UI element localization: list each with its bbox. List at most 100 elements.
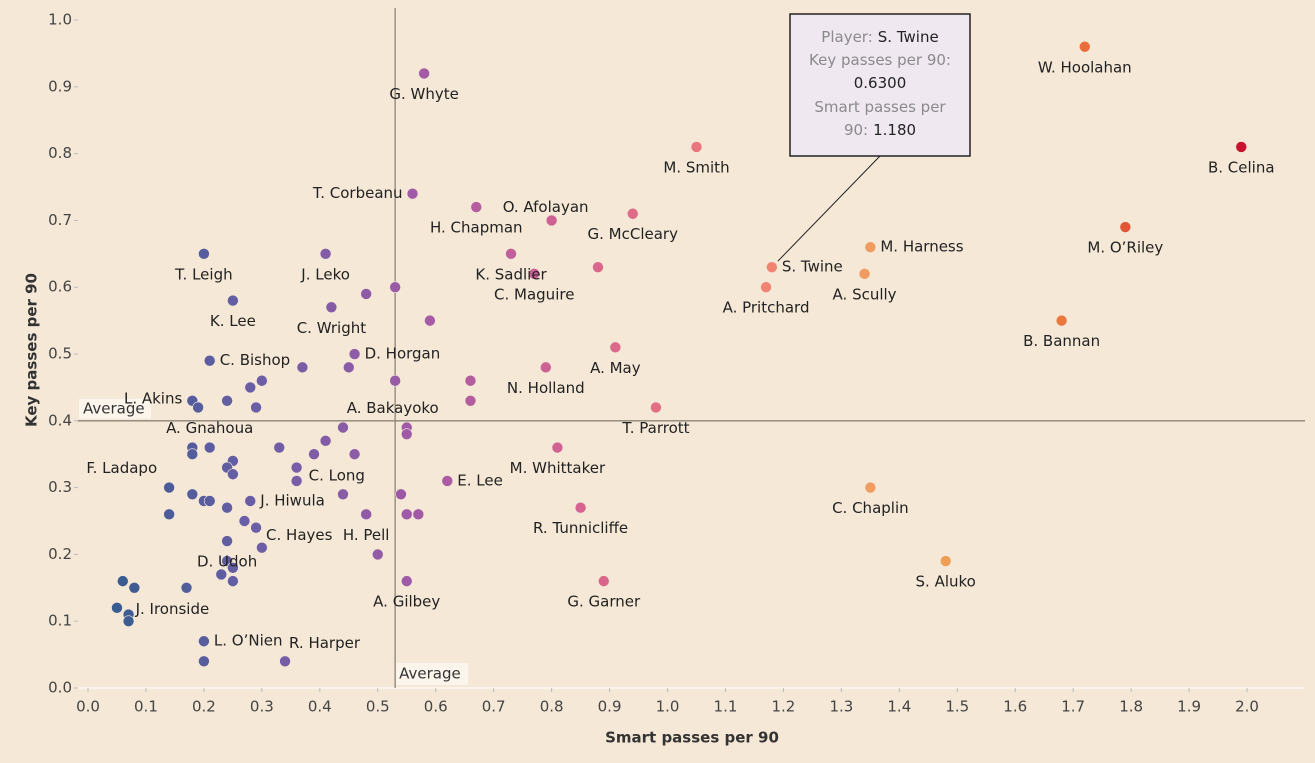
point-label: M. Harness bbox=[880, 238, 963, 256]
data-point bbox=[441, 475, 454, 487]
data-point bbox=[505, 248, 517, 260]
data-point bbox=[418, 67, 430, 80]
data-point bbox=[395, 488, 407, 501]
data-point bbox=[412, 508, 425, 521]
tooltip-text: 90: bbox=[844, 121, 868, 139]
x-tick-label: 1.6 bbox=[1003, 698, 1027, 716]
data-point bbox=[122, 615, 135, 628]
data-point bbox=[215, 568, 228, 581]
data-point bbox=[186, 448, 199, 461]
data-point bbox=[198, 248, 210, 260]
data-point bbox=[163, 508, 175, 521]
point-label: L. O’Nien bbox=[214, 632, 283, 650]
data-point bbox=[342, 361, 355, 374]
data-point bbox=[464, 394, 477, 407]
average-label-bg bbox=[79, 398, 151, 419]
data-point bbox=[424, 314, 436, 327]
data-point bbox=[690, 141, 703, 153]
point-label: N. Holland bbox=[507, 379, 585, 397]
data-point bbox=[400, 508, 413, 521]
data-point bbox=[858, 268, 871, 280]
tooltip-line: 90: 1.180 bbox=[844, 121, 916, 139]
data-point bbox=[244, 495, 257, 507]
tooltip-text: 0.6300 bbox=[854, 74, 907, 92]
data-point bbox=[551, 441, 564, 454]
y-tick-label: 0.4 bbox=[48, 411, 72, 429]
data-point bbox=[111, 602, 123, 614]
x-tick-label: 1.3 bbox=[829, 698, 853, 716]
tooltip-text: Player: bbox=[821, 28, 872, 46]
point-label: M. Smith bbox=[663, 158, 729, 176]
data-point bbox=[1078, 40, 1091, 53]
point-label: E. Lee bbox=[457, 471, 503, 489]
y-tick-label: 0.5 bbox=[48, 345, 72, 363]
point-label: F. Ladapo bbox=[86, 459, 157, 477]
data-point bbox=[244, 381, 257, 394]
point-label: T. Parrott bbox=[621, 419, 689, 437]
data-point bbox=[626, 207, 639, 220]
point-label: J. Ironside bbox=[135, 600, 210, 618]
x-tick-label: 0.0 bbox=[76, 698, 100, 716]
data-point bbox=[227, 575, 239, 587]
data-point bbox=[227, 561, 239, 574]
data-point bbox=[597, 575, 610, 587]
y-axis-title: Key passes per 90 bbox=[23, 273, 41, 427]
tooltip-line: 0.6300 bbox=[854, 74, 907, 92]
point-label: M. Whittaker bbox=[510, 459, 606, 477]
tooltip-line: Smart passes per bbox=[814, 98, 946, 116]
data-point bbox=[864, 241, 877, 253]
data-point bbox=[348, 348, 361, 360]
data-point bbox=[528, 268, 541, 280]
point-label: C. Long bbox=[309, 466, 365, 484]
x-tick-label: 1.1 bbox=[714, 698, 738, 716]
data-point bbox=[592, 261, 604, 273]
point-label: B. Celina bbox=[1208, 158, 1275, 176]
data-point bbox=[256, 374, 268, 387]
data-point bbox=[360, 508, 372, 521]
data-point bbox=[273, 441, 286, 454]
point-label: S. Aluko bbox=[916, 573, 976, 591]
point-label: C. Bishop bbox=[220, 351, 291, 369]
tooltip-text: 1.180 bbox=[873, 121, 916, 139]
data-point bbox=[116, 575, 129, 587]
data-point bbox=[348, 448, 361, 461]
point-label: H. Pell bbox=[343, 526, 390, 544]
point-label: A. Pritchard bbox=[723, 299, 810, 317]
data-point bbox=[221, 535, 233, 547]
data-point bbox=[939, 555, 952, 567]
data-point bbox=[406, 187, 419, 200]
point-label: O. Afolayan bbox=[503, 198, 589, 216]
data-point bbox=[290, 461, 303, 474]
data-point bbox=[296, 361, 309, 374]
point-label: H. Chapman bbox=[430, 219, 523, 237]
y-tick-label: 0.2 bbox=[48, 545, 72, 563]
data-point bbox=[609, 341, 622, 354]
x-tick-label: 0.2 bbox=[192, 698, 216, 716]
data-point bbox=[360, 288, 372, 300]
data-point bbox=[766, 261, 778, 273]
point-label: A. Scully bbox=[833, 285, 897, 303]
data-point bbox=[337, 421, 349, 434]
data-point bbox=[256, 541, 268, 554]
tooltip-line: Key passes per 90: bbox=[809, 51, 951, 69]
point-label: K. Lee bbox=[210, 312, 256, 330]
x-tick-label: 0.5 bbox=[366, 698, 390, 716]
data-point bbox=[389, 374, 401, 387]
data-point bbox=[203, 441, 216, 454]
point-label: C. Maguire bbox=[494, 285, 574, 303]
x-tick-label: 0.9 bbox=[598, 698, 622, 716]
point-label: L. Akins bbox=[124, 389, 183, 407]
average-label: Average bbox=[83, 399, 145, 417]
x-tick-label: 1.7 bbox=[1061, 698, 1085, 716]
data-point bbox=[128, 582, 141, 594]
tooltip-text: S. Twine bbox=[878, 28, 939, 46]
x-tick-label: 0.6 bbox=[424, 698, 448, 716]
point-label: M. O’Riley bbox=[1087, 239, 1163, 257]
data-point bbox=[545, 214, 558, 227]
point-label: B. Bannan bbox=[1023, 332, 1100, 350]
y-tick-label: 0.6 bbox=[48, 278, 72, 296]
data-point bbox=[389, 281, 401, 294]
data-point bbox=[250, 401, 262, 414]
data-point bbox=[371, 548, 384, 561]
